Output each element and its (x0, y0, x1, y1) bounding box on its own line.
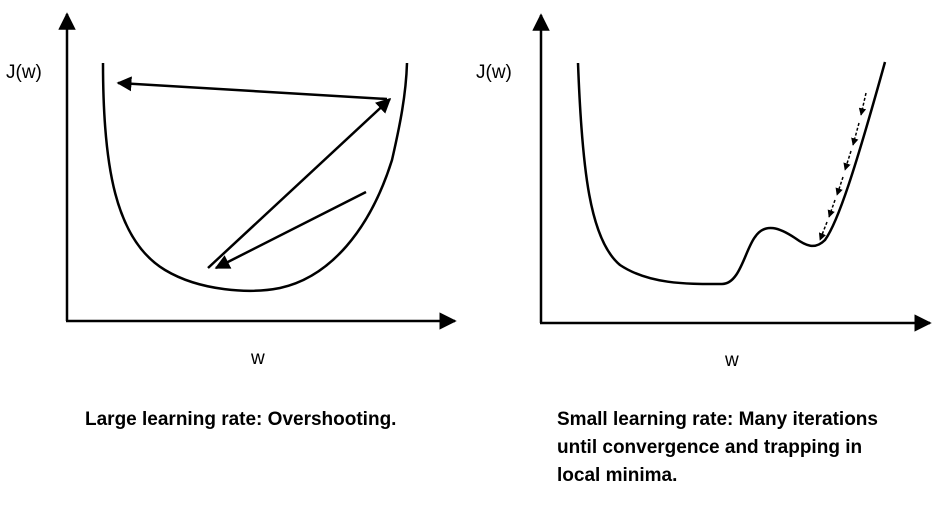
right-caption: Small learning rate: Many iterations unt… (557, 409, 878, 486)
overshoot-step-3-arrow (116, 76, 388, 101)
small-step-arrow (827, 199, 836, 218)
small-step-arrow (858, 92, 867, 116)
small-step-arrow (818, 221, 828, 241)
small-step-arrow (835, 176, 844, 196)
left-y-axis-label: J(w) (6, 62, 42, 83)
overshoot-step-2-arrow (207, 97, 392, 269)
overshoot-step-1-arrow (214, 190, 367, 270)
left-x-axis-label: w (251, 348, 265, 369)
small-step-arrow (843, 150, 852, 171)
left-caption: Large learning rate: Overshooting. (85, 409, 397, 430)
left-cost-curve (101, 62, 409, 292)
right-cost-curve (576, 61, 887, 286)
small-step-arrow (851, 122, 860, 146)
right-y-axis-label: J(w) (476, 62, 512, 83)
right-x-axis-label: w (725, 350, 739, 371)
right-panel (532, 13, 932, 332)
left-panel (58, 12, 457, 330)
